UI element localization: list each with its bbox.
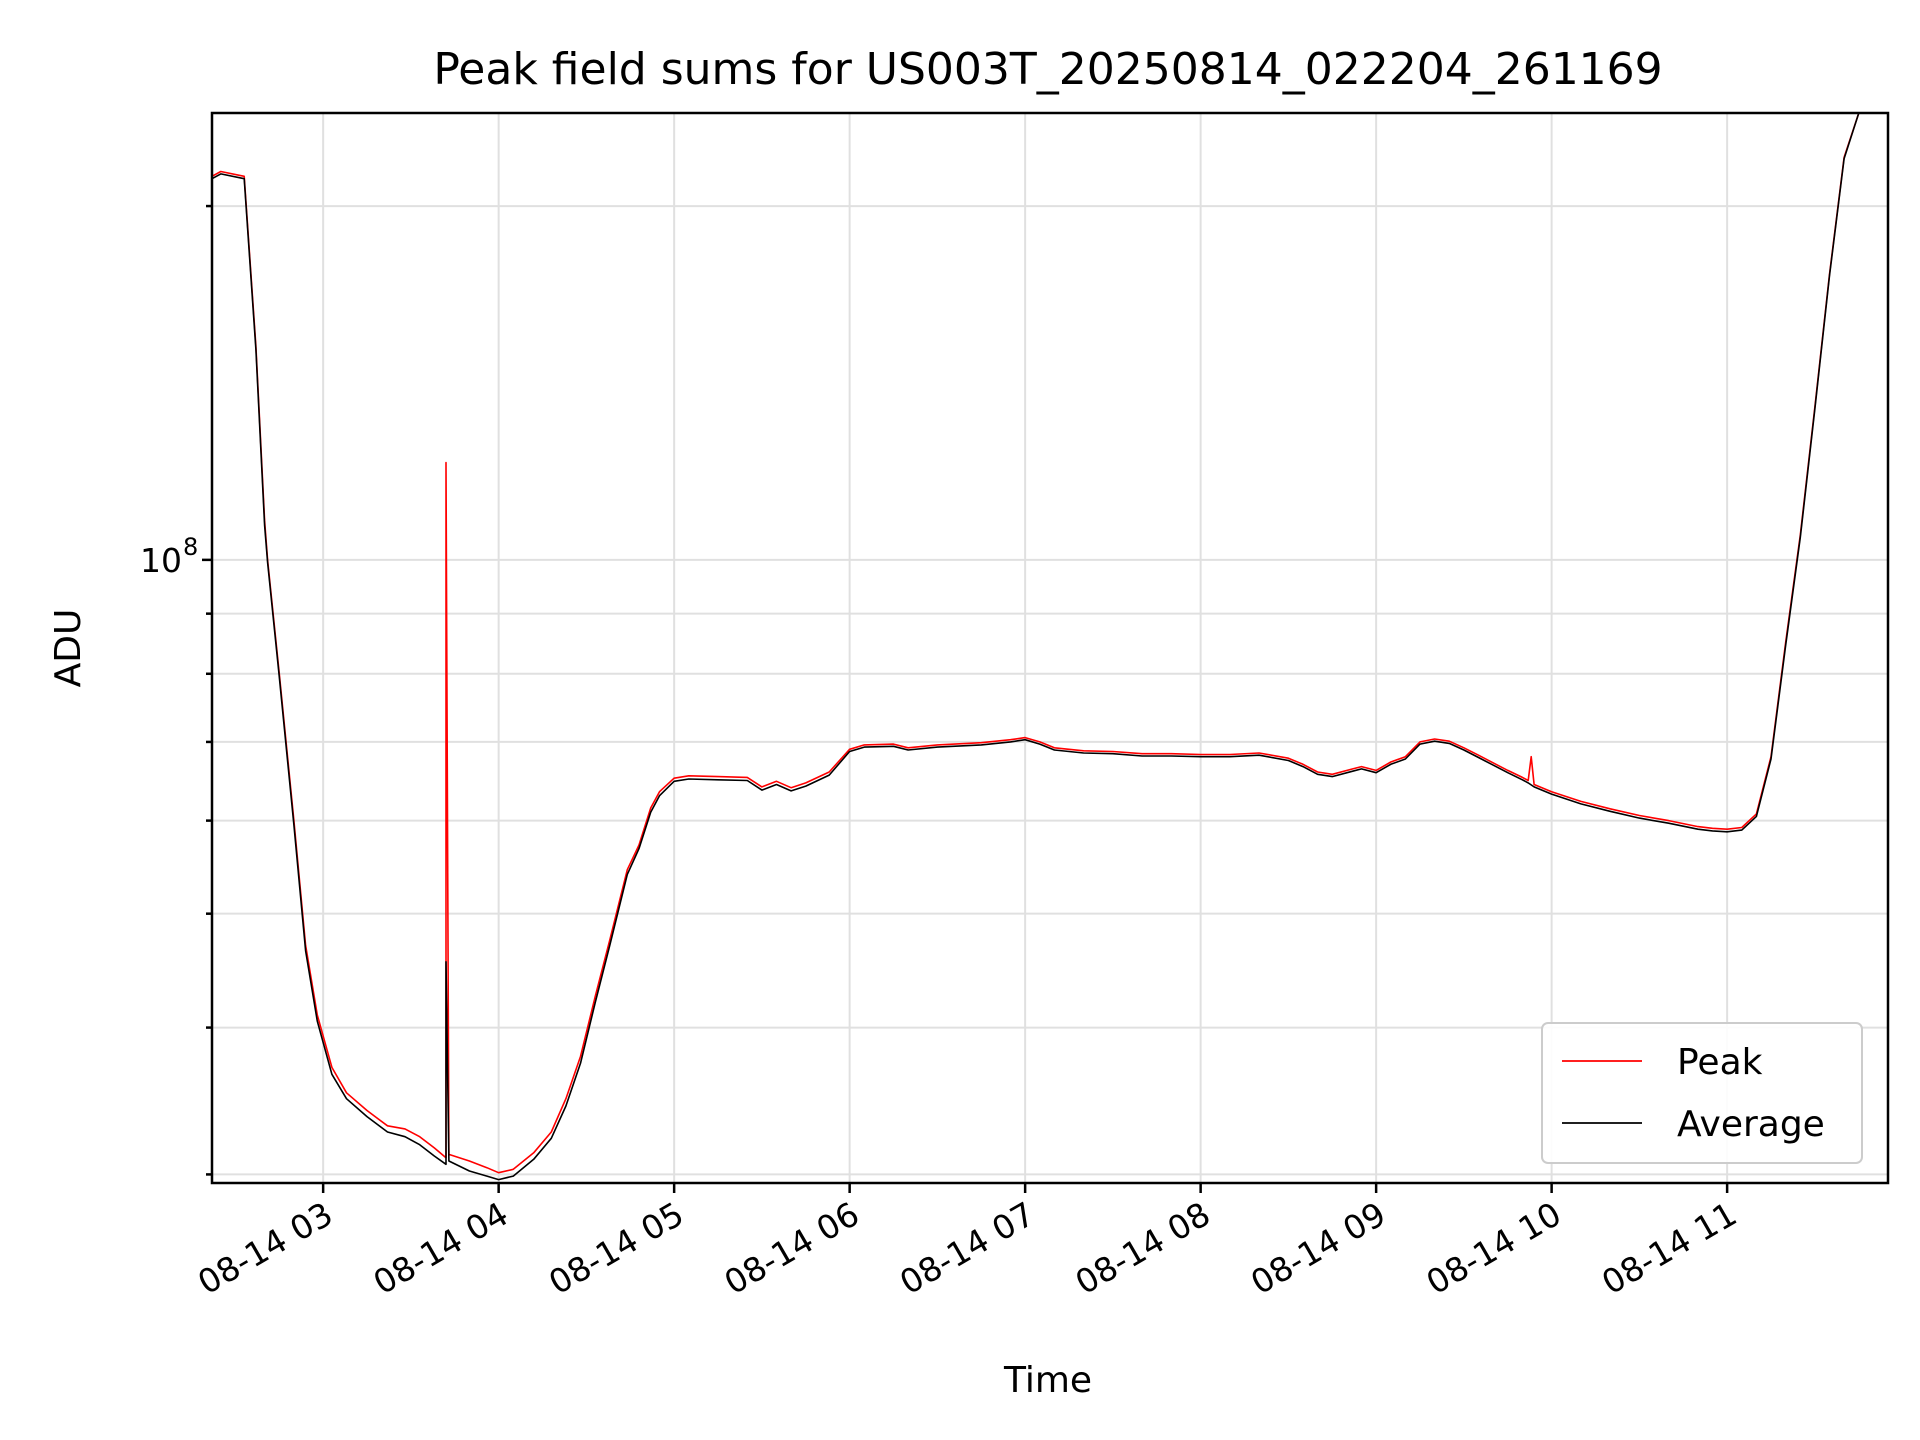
legend-box [1541,1022,1863,1164]
x-axis-label: Time [1003,1360,1092,1401]
plot-area [212,113,1888,1183]
y-tick-label: 10 8 [140,533,198,580]
series-line-peak [212,113,1888,1174]
axes-frame [210,111,1890,1185]
y-axis-label: ADU [48,609,89,688]
legend-label-peak: Peak [1677,1042,1763,1083]
series-line-average [212,113,1888,1181]
chart-title: Peak field sums for US003T_20250814_0222… [433,44,1662,95]
legend-label-average: Average [1677,1104,1825,1145]
y-tick-label-base: 10 [140,541,182,580]
legend: Peak Average [1541,1022,1863,1164]
y-tick-label-exponent: 8 [183,533,198,561]
grid-lines [212,113,1888,1183]
data-series [212,113,1888,1181]
y-axis-ticks [202,204,212,1176]
